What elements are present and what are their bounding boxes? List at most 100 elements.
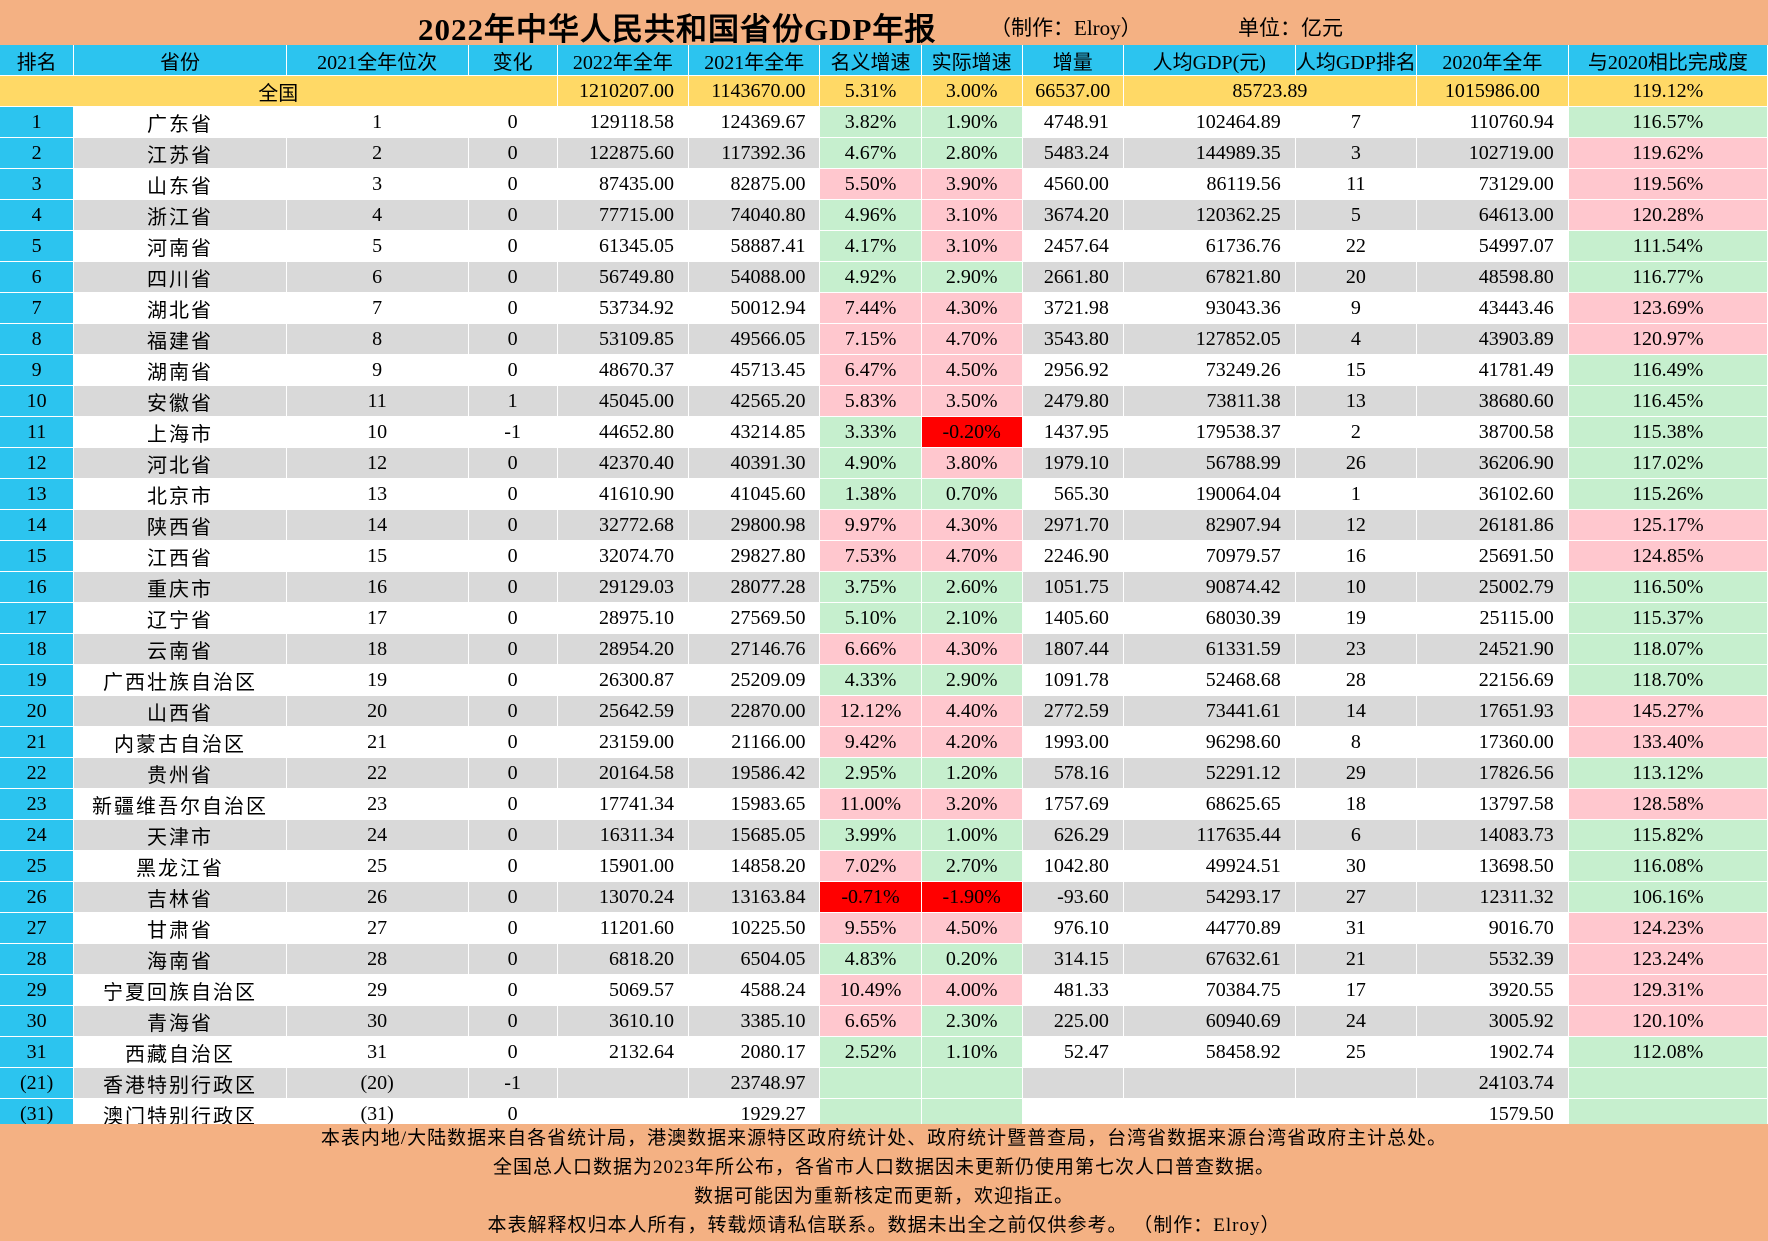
completion-rate: 115.38% bbox=[1568, 416, 1768, 448]
gdp-2021: 27569.50 bbox=[688, 602, 821, 634]
per-capita-gdp: 179538.37 bbox=[1123, 416, 1296, 448]
rank-2021: 4 bbox=[286, 199, 469, 231]
gdp-increase: 225.00 bbox=[1022, 1005, 1124, 1037]
real-growth: 1.10% bbox=[921, 1036, 1023, 1068]
table-row: 18 云南省 18 0 28954.20 27146.76 6.66% 4.30% 1807.4… bbox=[0, 633, 1768, 665]
per-capita-gdp: 58458.92 bbox=[1123, 1036, 1296, 1068]
real-growth: 4.30% bbox=[921, 633, 1023, 665]
rank-cell: 31 bbox=[0, 1036, 75, 1068]
real-growth: 4.30% bbox=[921, 292, 1023, 324]
footer-line: 全国总人口数据为2023年所公布，各省市人口数据因未更新仍使用第七次人口普查数据… bbox=[492, 1157, 1275, 1178]
national-completion: 119.12% bbox=[1568, 75, 1768, 107]
rank-change: 0 bbox=[468, 819, 558, 851]
per-capita-rank: 16 bbox=[1295, 540, 1418, 572]
gdp-2022: 25642.59 bbox=[557, 695, 690, 727]
nominal-growth: 2.95% bbox=[819, 757, 922, 789]
footer-notes: 本表内地/大陆数据来自各省统计局，港澳数据来源特区政府统计处、政府统计暨普查局，… bbox=[0, 1124, 1768, 1241]
table-row: 31 西藏自治区 31 0 2132.64 2080.17 2.52% 1.10% 52.47 5… bbox=[0, 1036, 1768, 1068]
per-capita-rank: 21 bbox=[1295, 943, 1418, 975]
gdp-increase: 1993.00 bbox=[1022, 726, 1124, 758]
table-row: 23 新疆维吾尔自治区 23 0 17741.34 15983.65 11.00% 3.20%… bbox=[0, 788, 1768, 820]
rank-2021: 3 bbox=[286, 168, 469, 200]
rank-change: 0 bbox=[468, 664, 558, 696]
table-row: 29 宁夏回族自治区 29 0 5069.57 4588.24 10.49% 4.00% 481… bbox=[0, 974, 1768, 1006]
province-name: 贵州省 bbox=[73, 757, 287, 789]
gdp-2022: 42370.40 bbox=[557, 447, 690, 479]
gdp-2021: 15983.65 bbox=[688, 788, 821, 820]
completion-rate: 123.24% bbox=[1568, 943, 1768, 975]
table-row: 26 吉林省 26 0 13070.24 13163.84 -0.71% -1.90% -93.… bbox=[0, 881, 1768, 913]
table-row: 25 黑龙江省 25 0 15901.00 14858.20 7.02% 2.70% 1042.… bbox=[0, 850, 1768, 882]
per-capita-gdp: 61331.59 bbox=[1123, 633, 1296, 665]
gdp-2022: 28975.10 bbox=[557, 602, 690, 634]
per-capita-gdp: 120362.25 bbox=[1123, 199, 1296, 231]
gdp-2020: 25115.00 bbox=[1416, 602, 1569, 634]
completion-rate: 120.10% bbox=[1568, 1005, 1768, 1037]
real-growth: 2.60% bbox=[921, 571, 1023, 603]
nominal-growth: 6.66% bbox=[819, 633, 922, 665]
province-name: 山东省 bbox=[73, 168, 287, 200]
per-capita-rank: 11 bbox=[1295, 168, 1418, 200]
province-name: 吉林省 bbox=[73, 881, 287, 913]
table-row: 13 北京市 13 0 41610.90 41045.60 1.38% 0.70% 565.30… bbox=[0, 478, 1768, 510]
rank-2021: 28 bbox=[286, 943, 469, 975]
rank-cell: 23 bbox=[0, 788, 75, 820]
gdp-2020: 38680.60 bbox=[1416, 385, 1569, 417]
completion-rate: 124.85% bbox=[1568, 540, 1768, 572]
per-capita-rank: 6 bbox=[1295, 819, 1418, 851]
table-row: (21) 香港特别行政区 (20) -1 23748.97 24103.74 bbox=[0, 1067, 1768, 1099]
gdp-increase: 1051.75 bbox=[1022, 571, 1124, 603]
real-growth: 2.70% bbox=[921, 850, 1023, 882]
real-growth: 3.10% bbox=[921, 199, 1023, 231]
province-name: 海南省 bbox=[73, 943, 287, 975]
rank-cell: 7 bbox=[0, 292, 75, 324]
rank-change: 0 bbox=[468, 137, 558, 169]
per-capita-rank: 19 bbox=[1295, 602, 1418, 634]
completion-rate: 117.02% bbox=[1568, 447, 1768, 479]
completion-rate: 128.58% bbox=[1568, 788, 1768, 820]
nominal-growth: 9.42% bbox=[819, 726, 922, 758]
gdp-2021: 54088.00 bbox=[688, 261, 821, 293]
gdp-2022: 28954.20 bbox=[557, 633, 690, 665]
gdp-2022: 16311.34 bbox=[557, 819, 690, 851]
province-name: 陕西省 bbox=[73, 509, 287, 541]
rank-change: 0 bbox=[468, 633, 558, 665]
province-name: 江西省 bbox=[73, 540, 287, 572]
gdp-2021: 27146.76 bbox=[688, 633, 821, 665]
rank-change: 0 bbox=[468, 788, 558, 820]
rank-cell: 25 bbox=[0, 850, 75, 882]
national-gdp2022: 1210207.00 bbox=[557, 75, 690, 107]
rank-cell: 10 bbox=[0, 385, 75, 417]
table-row: 30 青海省 30 0 3610.10 3385.10 6.65% 2.30% 225.00 60… bbox=[0, 1005, 1768, 1037]
per-capita-gdp: 67632.61 bbox=[1123, 943, 1296, 975]
rank-2021: 1 bbox=[286, 106, 469, 138]
rank-cell: 28 bbox=[0, 943, 75, 975]
rank-cell: 4 bbox=[0, 199, 75, 231]
completion-rate: 115.26% bbox=[1568, 478, 1768, 510]
rank-cell: 12 bbox=[0, 447, 75, 479]
nominal-growth: 6.47% bbox=[819, 354, 922, 386]
gdp-2022: 87435.00 bbox=[557, 168, 690, 200]
province-name: 甘肃省 bbox=[73, 912, 287, 944]
gdp-increase: 1757.69 bbox=[1022, 788, 1124, 820]
per-capita-rank: 9 bbox=[1295, 292, 1418, 324]
gdp-2022: 32772.68 bbox=[557, 509, 690, 541]
per-capita-gdp: 61736.76 bbox=[1123, 230, 1296, 262]
rank-cell: 8 bbox=[0, 323, 75, 355]
province-name: 香港特别行政区 bbox=[73, 1067, 287, 1099]
rank-change: -1 bbox=[468, 416, 558, 448]
gdp-2020: 25691.50 bbox=[1416, 540, 1569, 572]
rank-2021: 23 bbox=[286, 788, 469, 820]
rank-2021: 5 bbox=[286, 230, 469, 262]
gdp-2021: 10225.50 bbox=[688, 912, 821, 944]
rank-change: 0 bbox=[468, 447, 558, 479]
completion-rate: 116.49% bbox=[1568, 354, 1768, 386]
nominal-growth: -0.71% bbox=[819, 881, 922, 913]
table-row: 21 内蒙古自治区 21 0 23159.00 21166.00 9.42% 4.20% 199… bbox=[0, 726, 1768, 758]
gdp-2021: 40391.30 bbox=[688, 447, 821, 479]
province-name: 安徽省 bbox=[73, 385, 287, 417]
rank-cell: 18 bbox=[0, 633, 75, 665]
per-capita-rank: 26 bbox=[1295, 447, 1418, 479]
nominal-growth: 4.67% bbox=[819, 137, 922, 169]
completion-rate bbox=[1568, 1067, 1768, 1099]
